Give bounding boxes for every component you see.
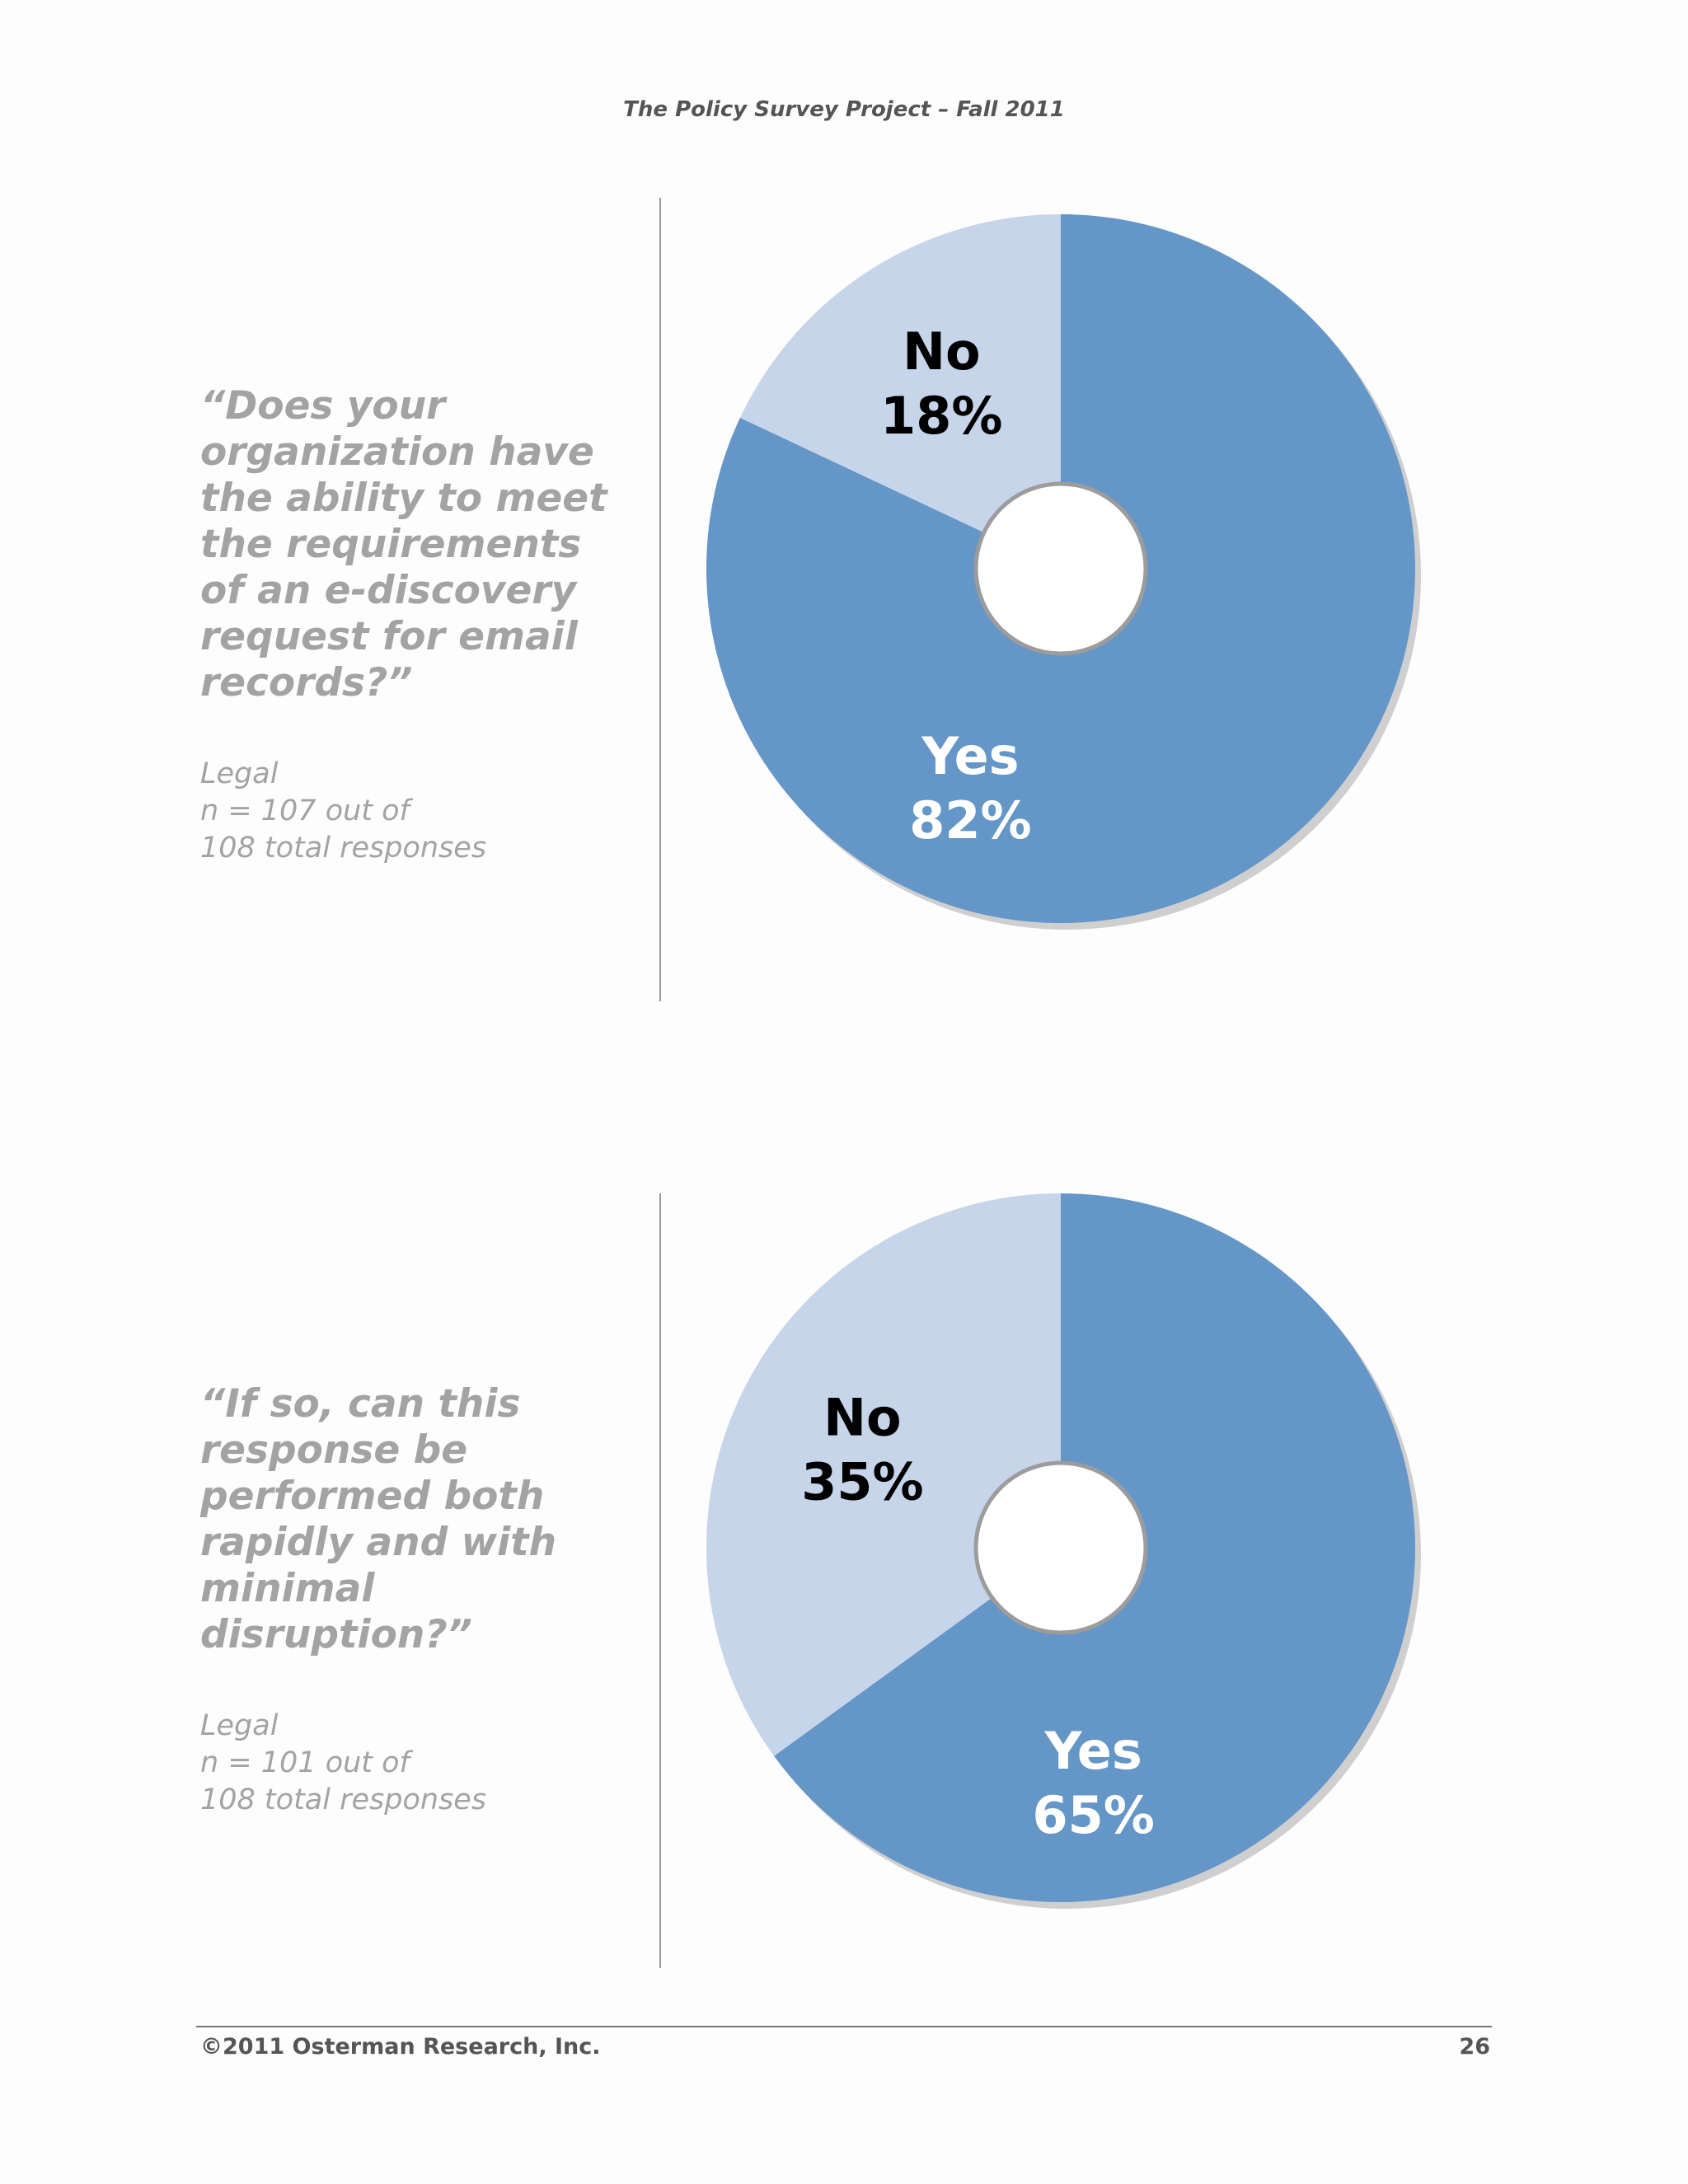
meta-n: n = 101 out of bbox=[200, 1746, 410, 1779]
chart-section-1: “Does your organization have the ability… bbox=[0, 198, 1688, 1001]
donut-slice-no bbox=[739, 214, 1061, 533]
donut-slice-yes bbox=[774, 1193, 1415, 1902]
page-number: 26 bbox=[1459, 2034, 1490, 2060]
question-block: “If so, can this response be performed b… bbox=[200, 1381, 637, 1819]
donut-chart-1: Yes 82% No 18% bbox=[706, 214, 1421, 930]
donut-slice-yes bbox=[706, 214, 1415, 923]
meta-total: 108 total responses bbox=[200, 832, 487, 865]
page-header: The Policy Survey Project – Fall 2011 bbox=[623, 97, 1065, 122]
slice-label-yes: Yes 65% bbox=[1032, 1721, 1154, 1845]
question-block: “Does your organization have the ability… bbox=[200, 383, 637, 867]
slice-label-no: No 35% bbox=[801, 1387, 923, 1511]
divider-line bbox=[659, 198, 661, 1001]
question-text: “If so, can this response be performed b… bbox=[200, 1381, 557, 1657]
slice-label-name: Yes bbox=[921, 726, 1019, 786]
response-meta: Legal n = 101 out of 108 total responses bbox=[200, 1708, 637, 1819]
chart-section-2: “If so, can this response be performed b… bbox=[0, 1193, 1688, 1968]
meta-total: 108 total responses bbox=[200, 1783, 487, 1816]
donut-hole bbox=[973, 481, 1148, 656]
divider-line bbox=[659, 1193, 661, 1968]
slice-label-no: No 18% bbox=[880, 321, 1002, 446]
slice-label-name: No bbox=[903, 321, 980, 382]
slice-label-yes: Yes 82% bbox=[909, 726, 1031, 851]
slice-label-pct: 65% bbox=[1032, 1785, 1154, 1845]
slice-label-pct: 35% bbox=[801, 1451, 923, 1511]
donut-chart-2: Yes 65% No 35% bbox=[706, 1193, 1421, 1909]
meta-n: n = 107 out of bbox=[200, 794, 410, 827]
slice-label-pct: 18% bbox=[880, 386, 1002, 446]
slice-label-pct: 82% bbox=[909, 790, 1031, 851]
footer-rule bbox=[196, 2026, 1492, 2027]
slice-label-name: No bbox=[823, 1387, 901, 1447]
footer-copyright: ©2011 Osterman Research, Inc. bbox=[200, 2034, 601, 2060]
question-text: “Does your organization have the ability… bbox=[200, 383, 607, 705]
response-meta: Legal n = 107 out of 108 total responses bbox=[200, 756, 637, 867]
donut-slice-no bbox=[706, 1193, 1061, 1756]
meta-group: Legal bbox=[200, 757, 279, 790]
donut-hole bbox=[973, 1460, 1148, 1635]
meta-group: Legal bbox=[200, 1709, 279, 1742]
slice-label-name: Yes bbox=[1044, 1721, 1142, 1781]
